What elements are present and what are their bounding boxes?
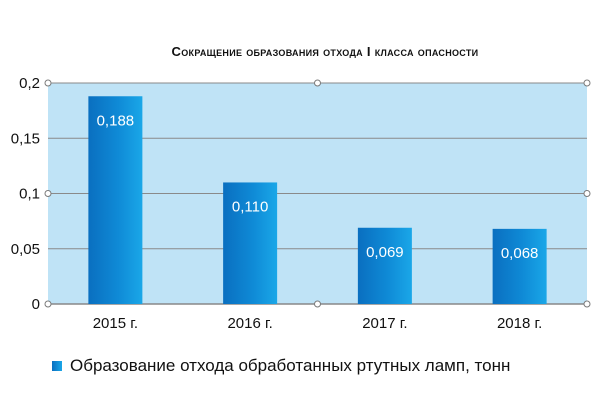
data-label: 0,110: [232, 198, 268, 215]
selection-handles: [44, 79, 591, 308]
resize-handle: [583, 300, 591, 308]
resize-handle: [44, 300, 52, 308]
x-tick-label: 2018 г.: [497, 315, 542, 332]
x-tick-label: 2015 г.: [93, 315, 138, 332]
resize-handle: [44, 79, 52, 87]
legend-swatch: [52, 361, 62, 371]
bar: [357, 227, 412, 304]
resize-handle: [583, 190, 591, 197]
resize-handle: [314, 300, 321, 308]
x-tick-label: 2017 г.: [362, 315, 407, 332]
labels: 0 0,05 0,1 0,15 0,2 0,188 2015 г. 0,110 2016 г. 0…: [11, 75, 543, 332]
resize-handle: [314, 79, 321, 87]
chart-title: Сокращение образования отхода I класса о…: [171, 44, 479, 59]
bars: [88, 96, 547, 304]
x-tick-label: 2016 г.: [227, 315, 272, 332]
data-label: 0,188: [97, 112, 135, 129]
data-label: 0,069: [366, 244, 404, 261]
legend-label: Образование отхода обработанных ртутных …: [70, 356, 511, 375]
bar: [223, 182, 278, 304]
y-tick-label: 0,2: [19, 75, 40, 92]
bar: [88, 96, 143, 304]
resize-handle: [583, 79, 591, 87]
y-tick-label: 0,15: [11, 130, 40, 147]
y-tick-label: 0,05: [11, 241, 40, 258]
y-tick-label: 0,1: [19, 186, 40, 203]
y-tick-label: 0: [32, 296, 40, 313]
data-label: 0,068: [501, 245, 539, 262]
resize-handle: [44, 190, 52, 197]
legend: Образование отхода обработанных ртутных …: [52, 356, 510, 376]
bar: [492, 228, 547, 304]
